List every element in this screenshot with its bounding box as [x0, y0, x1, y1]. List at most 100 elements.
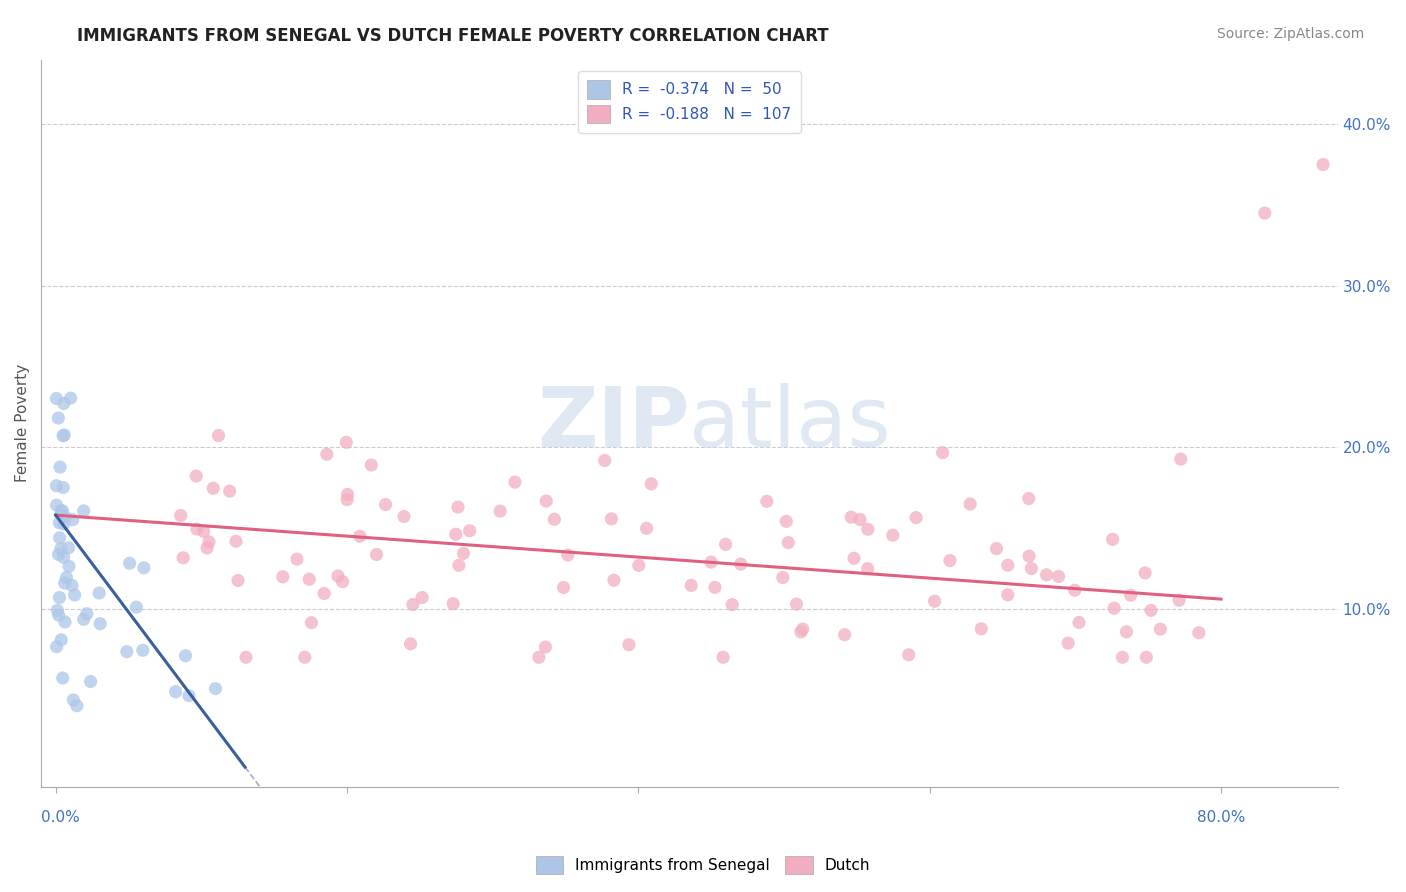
Point: [207, 428, 229, 442]
Point: [198, 534, 221, 549]
Point: [772, 570, 794, 584]
Point: [204, 681, 226, 696]
Point: [849, 512, 872, 526]
Point: [285, 552, 308, 566]
Point: [360, 458, 382, 472]
Point: [411, 591, 433, 605]
Point: [58, 541, 80, 555]
Point: [1168, 593, 1191, 607]
Point: [700, 555, 723, 569]
Legend: Immigrants from Senegal, Dutch: Immigrants from Senegal, Dutch: [530, 850, 876, 880]
Legend: R =  -0.374   N =  50, R =  -0.188   N =  107: R = -0.374 N = 50, R = -0.188 N = 107: [578, 70, 800, 133]
Text: IMMIGRANTS FROM SENEGAL VS DUTCH FEMALE POVERTY CORRELATION CHART: IMMIGRANTS FROM SENEGAL VS DUTCH FEMALE …: [77, 27, 830, 45]
Point: [1119, 588, 1142, 602]
Point: [218, 484, 240, 499]
Point: [1149, 622, 1171, 636]
Point: [997, 558, 1019, 573]
Text: ZIP: ZIP: [537, 383, 689, 464]
Point: [48, 548, 70, 562]
Point: [271, 570, 294, 584]
Point: [1047, 569, 1070, 583]
Point: [534, 640, 557, 654]
Point: [714, 537, 737, 551]
Point: [45, 392, 67, 406]
Point: [326, 569, 349, 583]
Point: [1021, 561, 1043, 575]
Point: [62, 693, 84, 707]
Point: [1057, 636, 1080, 650]
Point: [132, 561, 155, 575]
Point: [703, 580, 725, 594]
Point: [132, 643, 155, 657]
Point: [593, 453, 616, 467]
Point: [842, 551, 865, 566]
Text: Source: ZipAtlas.com: Source: ZipAtlas.com: [1216, 27, 1364, 41]
Point: [60, 578, 83, 592]
Point: [856, 522, 879, 536]
Point: [785, 597, 807, 611]
Point: [165, 684, 187, 698]
Point: [959, 497, 981, 511]
Text: atlas: atlas: [689, 383, 891, 464]
Point: [603, 573, 626, 587]
Point: [931, 445, 953, 459]
Point: [617, 638, 640, 652]
Point: [997, 588, 1019, 602]
Point: [336, 487, 359, 501]
Point: [332, 574, 354, 589]
Point: [49, 541, 72, 556]
Point: [778, 535, 800, 549]
Point: [45, 640, 67, 654]
Point: [489, 504, 512, 518]
Point: [1170, 452, 1192, 467]
Point: [1254, 206, 1277, 220]
Point: [49, 460, 72, 475]
Point: [53, 615, 76, 629]
Point: [125, 600, 148, 615]
Point: [45, 479, 67, 493]
Point: [1135, 650, 1157, 665]
Point: [527, 650, 550, 665]
Point: [51, 632, 73, 647]
Point: [336, 492, 359, 507]
Point: [1018, 491, 1040, 506]
Point: [193, 524, 215, 539]
Point: [1067, 615, 1090, 630]
Point: [681, 578, 703, 592]
Point: [314, 586, 336, 600]
Point: [52, 516, 75, 531]
Point: [48, 531, 70, 545]
Point: [49, 504, 72, 518]
Point: [790, 624, 813, 639]
Y-axis label: Female Poverty: Female Poverty: [15, 364, 30, 483]
Point: [1188, 625, 1211, 640]
Point: [1133, 566, 1156, 580]
Point: [374, 498, 396, 512]
Point: [1101, 533, 1123, 547]
Point: [72, 612, 94, 626]
Point: [1140, 603, 1163, 617]
Point: [1115, 624, 1137, 639]
Point: [63, 588, 86, 602]
Point: [1111, 650, 1133, 665]
Point: [834, 628, 856, 642]
Point: [66, 698, 89, 713]
Point: [543, 512, 565, 526]
Point: [46, 603, 69, 617]
Point: [553, 581, 575, 595]
Point: [897, 648, 920, 662]
Point: [55, 570, 77, 584]
Point: [299, 615, 322, 630]
Point: [186, 469, 208, 483]
Point: [53, 428, 76, 442]
Point: [600, 512, 623, 526]
Point: [73, 504, 96, 518]
Point: [447, 558, 470, 573]
Point: [536, 494, 558, 508]
Point: [366, 548, 388, 562]
Point: [52, 550, 75, 565]
Point: [1102, 601, 1125, 615]
Point: [52, 671, 75, 685]
Point: [115, 645, 138, 659]
Point: [939, 553, 962, 567]
